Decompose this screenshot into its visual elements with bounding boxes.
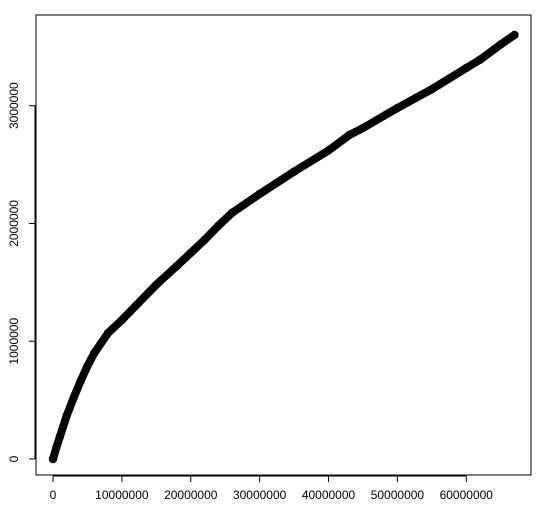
data-point [131,301,140,311]
y-tick-label: 2000000 [7,200,21,247]
plot-frame [35,14,532,476]
data-point [200,235,209,245]
y-tick-label: 1000000 [7,318,21,365]
series-layer [48,30,519,464]
data-point [324,146,333,155]
x-tick-label: 40000000 [302,488,356,502]
data-point [475,55,485,64]
x-tick-label: 20000000 [164,488,218,502]
x-tick-label: 50000000 [371,488,425,502]
data-point [427,84,437,94]
data-point [69,393,78,402]
x-tick-label: 30000000 [233,488,287,502]
data-point [393,103,402,113]
data-point [255,189,264,199]
data-point [117,315,127,325]
data-point [462,63,471,73]
x-axis: 0 10000000 20000000 30000000 40000000 5000000… [50,475,494,502]
data-point [90,348,99,358]
x-tick-label: 60000000 [440,488,494,502]
x-tick-label: 10000000 [95,488,149,502]
data-point [55,432,65,441]
data-point [496,40,505,49]
data-point [214,221,223,230]
data-point [289,167,299,176]
data-point [103,328,113,338]
data-point [83,361,92,371]
data-point [186,248,195,258]
data-point [172,261,182,271]
y-axis: 0 1000000 2000000 3000000 [7,82,36,462]
data-point [152,280,161,289]
data-point [227,208,237,218]
series-line [49,31,519,463]
data-point [62,411,71,420]
data-point [48,454,58,464]
y-tick-label: 0 [7,455,21,462]
data-point [344,130,354,140]
data-point [76,377,85,386]
data-point [510,30,519,40]
y-tick-label: 3000000 [7,82,21,129]
data-point [358,123,368,133]
x-tick-label: 0 [50,488,57,502]
data-point [52,443,61,452]
